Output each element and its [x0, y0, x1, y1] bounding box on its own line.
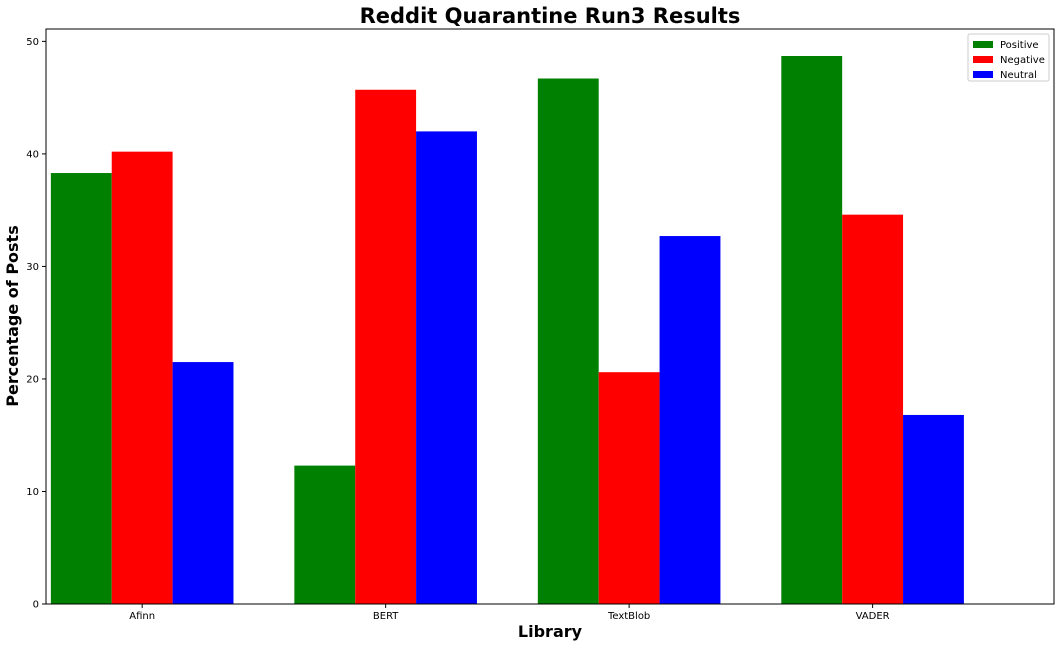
bars-group — [50, 56, 964, 605]
y-tick-label: 30 — [26, 262, 39, 273]
legend-swatch-positive — [973, 41, 993, 48]
bar-positive-textblob — [537, 78, 599, 605]
bar-negative-afinn — [111, 151, 173, 604]
y-tick-label: 50 — [26, 37, 39, 48]
legend-swatch-neutral — [973, 71, 993, 78]
bar-neutral-vader — [903, 414, 964, 604]
bar-negative-vader — [842, 214, 904, 605]
bar-neutral-textblob — [659, 236, 721, 604]
legend: Positive Negative Neutral — [967, 33, 1050, 82]
y-axis-ticks: 0 10 20 30 40 50 — [26, 37, 46, 611]
chart-title: Reddit Quarantine Run3 Results — [360, 4, 741, 28]
y-tick-label: 0 — [33, 600, 39, 611]
bar-positive-vader — [781, 56, 843, 605]
x-tick-label: VADER — [856, 611, 890, 622]
x-axis-label: Library — [518, 622, 583, 641]
legend-label-neutral: Neutral — [1000, 70, 1037, 81]
bar-negative-bert — [355, 89, 417, 605]
legend-label-negative: Negative — [1000, 55, 1045, 66]
legend-label-positive: Positive — [1000, 40, 1039, 51]
legend-swatch-negative — [973, 56, 993, 63]
x-tick-label: TextBlob — [607, 611, 650, 622]
x-tick-label: BERT — [373, 611, 399, 622]
bar-negative-textblob — [598, 372, 660, 604]
x-axis-ticks: Afinn BERT TextBlob VADER — [129, 604, 890, 622]
bar-neutral-bert — [416, 131, 477, 604]
y-axis-label: Percentage of Posts — [3, 225, 22, 406]
y-tick-label: 10 — [26, 487, 39, 498]
bar-positive-bert — [294, 465, 356, 604]
y-tick-label: 40 — [26, 149, 39, 160]
y-tick-label: 20 — [26, 374, 39, 385]
plot-frame — [45, 28, 1055, 605]
bar-positive-afinn — [50, 173, 112, 604]
x-tick-label: Afinn — [129, 611, 155, 622]
bar-neutral-afinn — [172, 362, 234, 604]
